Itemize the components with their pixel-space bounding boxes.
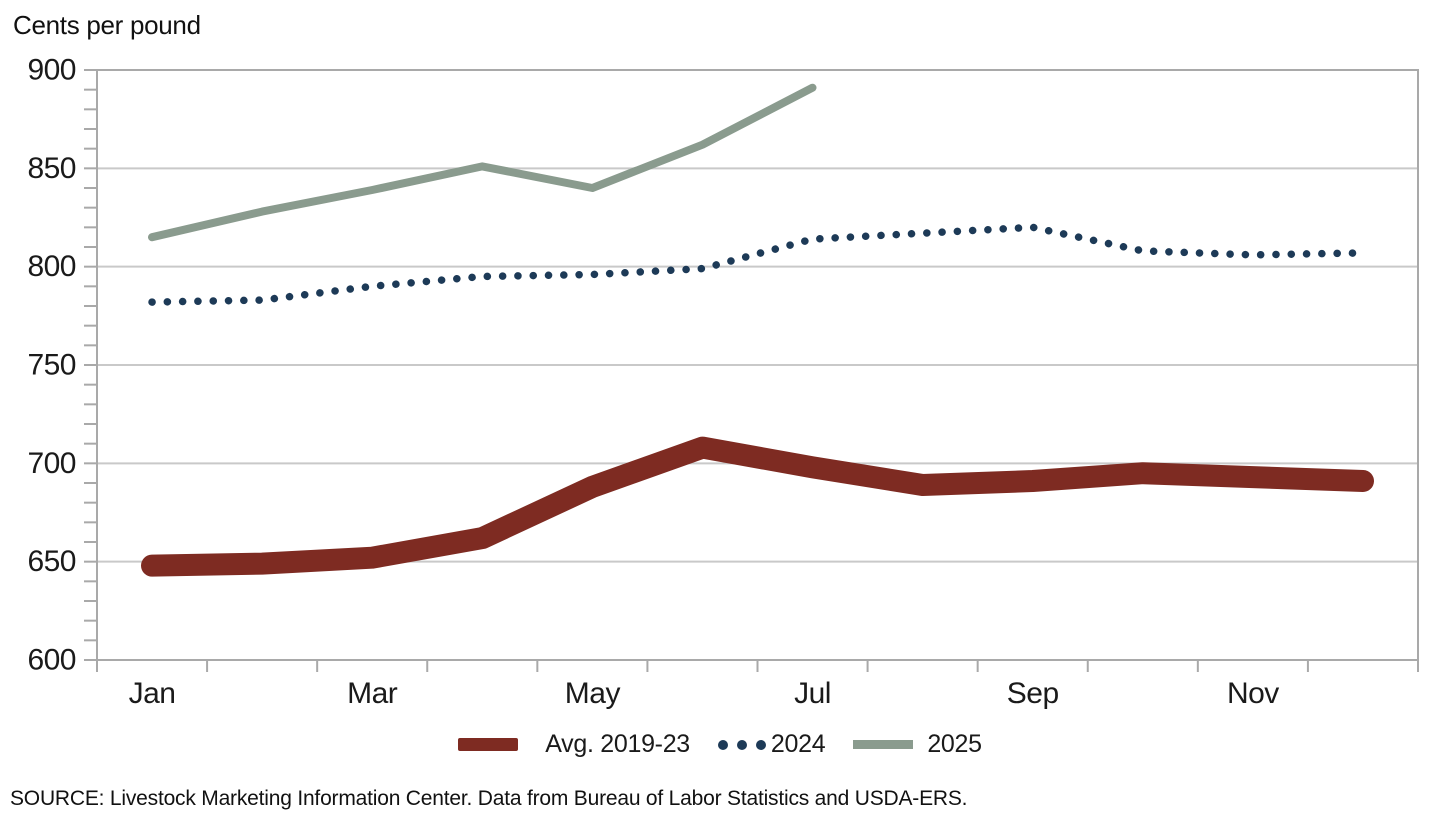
legend-swatch-2024-dots-icon	[717, 739, 766, 750]
legend-swatch-avg-2019-23-icon	[458, 738, 519, 751]
legend-label-avg-2019-23: Avg. 2019-23	[545, 730, 690, 758]
legend-dot-icon	[736, 739, 747, 750]
y-axis-label-700: 700	[27, 447, 76, 480]
x-axis-label-nov: Nov	[1227, 677, 1279, 710]
legend-label-2024: 2024	[770, 730, 826, 758]
x-axis-label-jan: Jan	[129, 677, 176, 710]
x-axis-label-jul: Jul	[794, 677, 831, 710]
y-axis-label-600: 600	[27, 644, 76, 677]
x-axis-label-mar: Mar	[347, 677, 398, 710]
chart-title: Cents per pound	[13, 10, 201, 40]
x-axis-label-may: May	[565, 677, 621, 710]
x-axis-label-sep: Sep	[1007, 677, 1059, 710]
legend-label-2025: 2025	[927, 730, 982, 758]
y-axis-label-900: 900	[27, 54, 76, 87]
y-axis-label-800: 800	[27, 250, 76, 283]
legend: Avg. 2019-23 2024 2025	[0, 730, 1440, 759]
source-note: SOURCE: Livestock Marketing Information …	[10, 787, 968, 810]
series-line-2024	[148, 223, 1367, 306]
legend-item-2024: 2024	[717, 730, 826, 759]
legend-item-avg-2019-23: Avg. 2019-23	[458, 730, 690, 759]
legend-dot-icon	[717, 739, 728, 750]
legend-item-2025: 2025	[853, 730, 982, 759]
series-line-2025	[148, 83, 817, 242]
y-axis-label-650: 650	[27, 545, 76, 578]
series-line-avg-2019-23	[141, 436, 1374, 577]
legend-swatch-2025-icon	[853, 740, 914, 749]
line-chart-plot: 600 650 700 750 800 850 900 Jan Mar May Jul Sep Nov	[27, 54, 1419, 710]
y-axis-label-850: 850	[27, 152, 76, 185]
legend-dot-icon	[755, 739, 766, 750]
y-axis-label-750: 750	[27, 349, 76, 382]
